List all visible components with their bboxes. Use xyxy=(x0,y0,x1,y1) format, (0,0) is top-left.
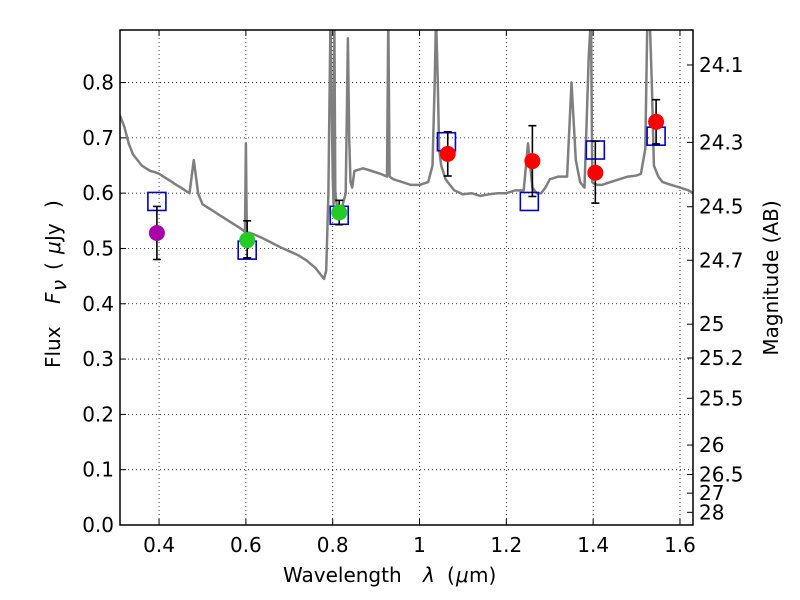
observed-point xyxy=(648,113,665,130)
mag-tick-label: 25 xyxy=(699,312,724,336)
x-label-symbol: λ xyxy=(422,563,435,587)
mag-tick-label: 24.3 xyxy=(699,130,744,154)
ticks xyxy=(120,30,693,526)
y-label-subscript: ν xyxy=(47,280,71,291)
mag-tick-label: 24.1 xyxy=(699,53,744,77)
observed-point xyxy=(148,224,165,241)
grid xyxy=(120,30,693,526)
mag-tick-label: 26.5 xyxy=(699,463,744,487)
x-label-unit-open: ( xyxy=(447,563,455,587)
y-tick-label: 0.0 xyxy=(82,513,114,537)
observed-point xyxy=(524,153,541,170)
mag-tick-label: 27 xyxy=(699,481,724,505)
x-label-unit-rest: m) xyxy=(469,563,496,587)
x-label-text: Wavelength xyxy=(283,563,402,587)
mag-tick-label: 25.5 xyxy=(699,386,744,410)
y-label-unit-rest: Jy xyxy=(41,223,65,243)
x-tick-label: 0.8 xyxy=(317,533,349,557)
y-label-text: Flux xyxy=(41,326,65,368)
x-tick-label: 1 xyxy=(413,533,426,557)
x-tick-label: 1.2 xyxy=(490,533,522,557)
x-label-unit-mu: μ xyxy=(455,563,469,587)
mag-tick-label: 25.2 xyxy=(699,346,744,370)
y-tick-label: 0.5 xyxy=(82,236,114,260)
observed-point xyxy=(239,232,256,249)
mag-tick-label: 26 xyxy=(699,433,724,457)
y-tick-label: 0.6 xyxy=(82,181,114,205)
y2-axis-label: Magnitude (AB) xyxy=(759,200,783,355)
mag-tick-label: 28 xyxy=(699,500,724,524)
observed-point xyxy=(439,145,456,162)
x-tick-label: 0.4 xyxy=(143,533,175,557)
y-label-unit-open: ( xyxy=(41,262,65,270)
observed-point xyxy=(331,204,348,221)
plot-frame xyxy=(119,29,694,526)
mag-tick-label: 24.7 xyxy=(699,248,744,272)
y-tick-label: 0.7 xyxy=(82,126,114,150)
y-label-symbol: F xyxy=(41,292,65,304)
x-tick-label: 0.6 xyxy=(230,533,262,557)
y-axis-label: Flux F ν ( μ Jy ) xyxy=(41,200,71,368)
y-tick-label: 0.3 xyxy=(82,347,114,371)
y-label-unit-mu: μ xyxy=(41,241,65,255)
tick-labels: 0.4 0.6 0.8 1 1.2 1.4 1.6 0.0 0.1 0.2 0.3 0.4 0.5 0.6… xyxy=(82,53,743,557)
y-tick-label: 0.8 xyxy=(82,71,114,95)
model-point xyxy=(519,191,540,212)
mag-tick-label: 24.5 xyxy=(699,195,744,219)
x-axis-label: Wavelength λ ( μ m) xyxy=(283,563,496,587)
x-tick-label: 1.4 xyxy=(577,533,609,557)
x-tick-label: 1.6 xyxy=(664,533,696,557)
y-tick-label: 0.2 xyxy=(82,402,114,426)
model-spectrum-line xyxy=(120,30,693,281)
plot-frame-bg xyxy=(120,30,693,525)
y-label-unit-close: ) xyxy=(41,200,65,208)
y-tick-label: 0.4 xyxy=(82,292,114,316)
y-tick-label: 0.1 xyxy=(82,458,114,482)
observed-point xyxy=(587,164,604,181)
